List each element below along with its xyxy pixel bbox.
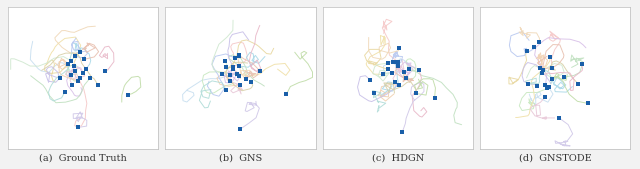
Text: (d)  GNSTODE: (d) GNSTODE — [519, 153, 592, 162]
Text: (a)  Ground Truth: (a) Ground Truth — [39, 153, 127, 162]
Text: (b)  GNS: (b) GNS — [219, 153, 262, 162]
Text: (c)  HDGN: (c) HDGN — [372, 153, 424, 162]
